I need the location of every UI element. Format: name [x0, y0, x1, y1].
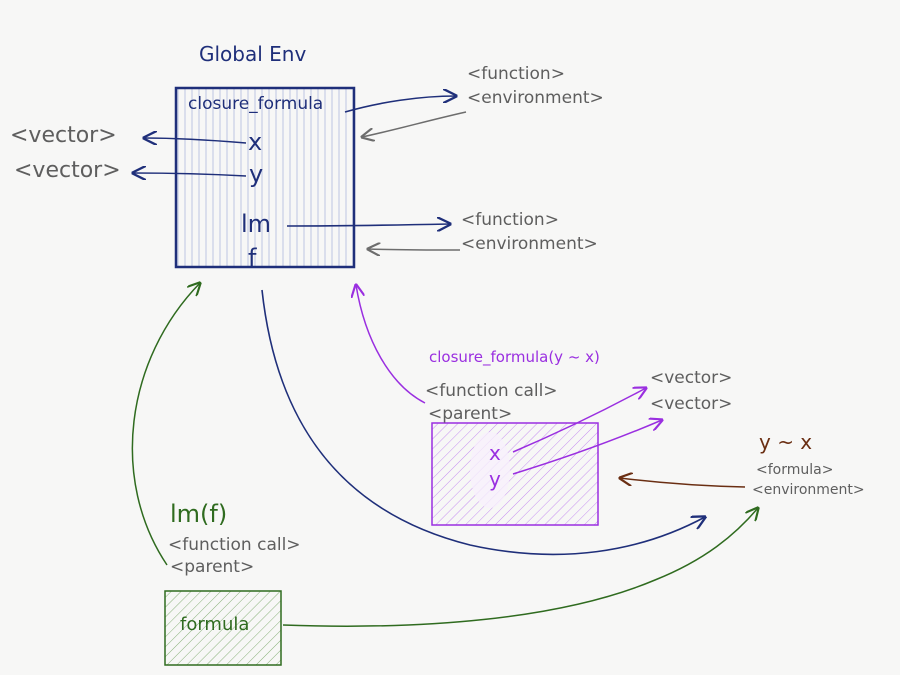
x-vector-label: <vector> — [10, 123, 117, 148]
closure-var-y: y — [489, 467, 501, 491]
closure-call-title: closure_formula(y ~ x) — [429, 348, 600, 366]
arrow-closure-parent-to-global — [356, 285, 426, 404]
arrow-y-to-vector — [133, 173, 247, 176]
lm-environment-label: <environment> — [461, 234, 598, 254]
global-env-title: Global Env — [199, 42, 307, 66]
lm-function-label: <function> — [461, 210, 559, 230]
var-x: x — [248, 128, 263, 156]
arrow-lm-parent-to-global — [131, 283, 200, 566]
y-vector-label: <vector> — [14, 158, 121, 183]
closure-parent-label: <parent> — [428, 404, 513, 424]
formula-title: y ~ x — [759, 430, 813, 454]
lm-parent-label: <parent> — [170, 557, 255, 577]
arrow-closure-y-to-vector — [512, 420, 662, 475]
closure-y-vector-label: <vector> — [650, 394, 733, 414]
formula-type-label: <formula> — [756, 462, 834, 478]
arrow-closure-to-function — [344, 96, 456, 113]
lm-call-title: lm(f) — [170, 500, 228, 528]
arrow-f-to-formula — [261, 289, 705, 556]
arrow-closure-env-to-global — [362, 111, 467, 137]
var-y: y — [249, 160, 264, 188]
closure-env-highlight — [470, 432, 510, 508]
closure-function-call-label: <function call> — [425, 381, 558, 401]
arrow-formula-to-y-x — [282, 508, 758, 627]
var-closure-formula: closure_formula — [188, 94, 324, 114]
arrow-lm-to-function — [286, 224, 450, 226]
arrow-closure-x-to-vector — [512, 388, 646, 453]
closure-var-x: x — [489, 441, 501, 465]
arrow-x-to-vector — [144, 138, 247, 143]
lm-function-call-label: <function call> — [168, 535, 301, 555]
closure-function-label: <function> — [467, 64, 565, 84]
formula-environment-label: <environment> — [752, 482, 865, 498]
closure-environment-label: <environment> — [467, 88, 604, 108]
global-env-box — [174, 86, 356, 269]
arrow-lm-env-to-global — [368, 249, 461, 250]
closure-x-vector-label: <vector> — [650, 368, 733, 388]
arrow-formula-env-to-closure — [620, 478, 746, 488]
lm-env-box — [164, 590, 282, 666]
var-lm: lm — [241, 210, 272, 238]
var-f: f — [248, 244, 257, 272]
lm-var-formula: formula — [180, 614, 250, 635]
